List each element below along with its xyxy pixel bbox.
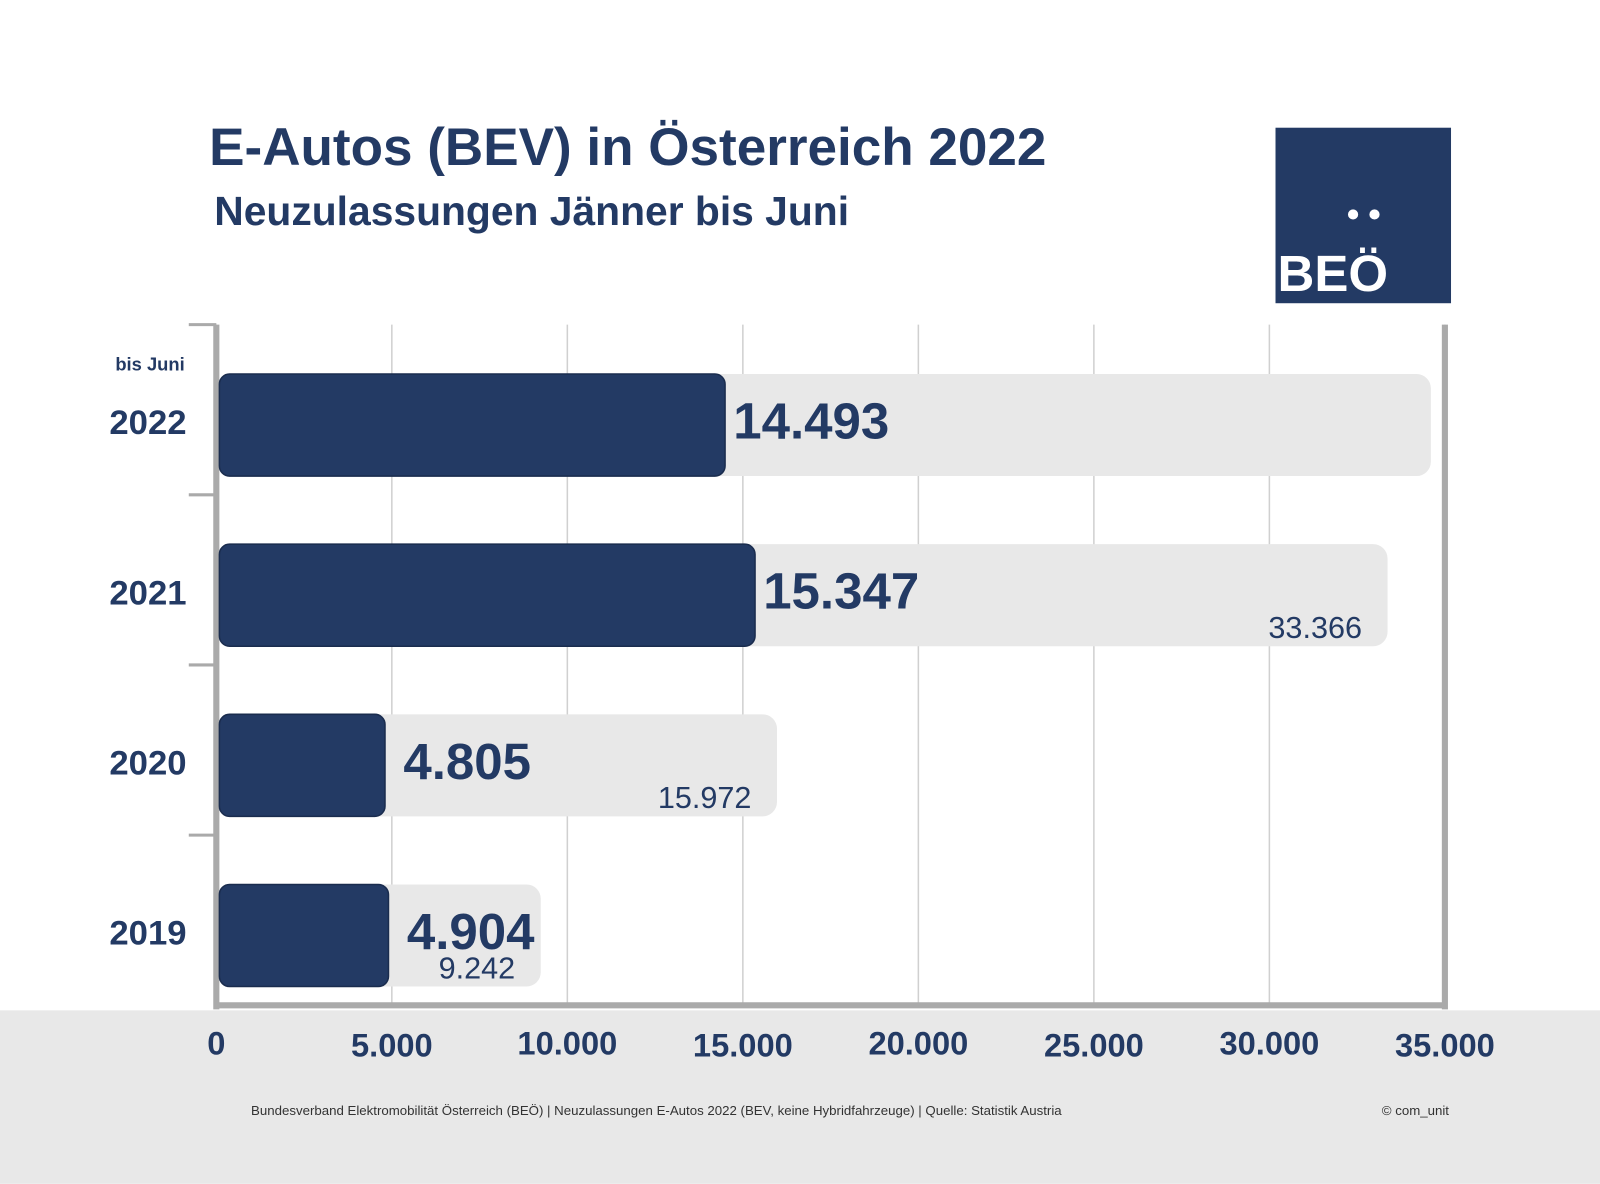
value-label: 15.347 [763,563,919,620]
footer-band [0,1010,1600,1184]
chart-subtitle: Neuzulassungen Jänner bis Juni [214,188,849,234]
x-tick-label: 30.000 [1219,1025,1319,1062]
logo-dot [1347,209,1359,220]
value-label: 33.366 [1268,611,1362,645]
chart-title: E-Autos (BEV) in Österreich 2022 [209,118,1046,177]
x-tick-label: 25.000 [1044,1027,1144,1064]
x-tick-label: 0 [207,1025,225,1062]
y-tick-label: 2020 [109,744,186,782]
annotation: bis Juni [115,353,184,374]
logo-box [1275,127,1452,304]
x-tick-label: 35.000 [1395,1027,1495,1064]
x-tick-label: 5.000 [351,1027,433,1064]
logo-dot [1369,209,1380,220]
y-tick-label: 2022 [109,404,186,442]
value-label: 9.242 [439,951,516,985]
copyright: © com_unit [1382,1103,1450,1118]
bar [218,373,726,477]
value-label: 15.972 [658,781,752,815]
x-tick-label: 15.000 [693,1027,793,1064]
y-tick-label: 2021 [109,574,186,612]
value-label: 4.805 [403,733,531,790]
y-tick-label: 2019 [109,915,186,953]
bar [218,883,390,988]
source: Bundesverband Elektromobilität Österreic… [251,1103,1062,1118]
bar [218,713,386,818]
value-label: 4.904 [407,903,535,960]
value-label: 14.493 [733,393,889,450]
x-tick-label: 20.000 [868,1025,968,1062]
logo-text: BEÖ [1278,245,1389,302]
x-tick-label: 10.000 [517,1025,617,1062]
bar [218,543,756,647]
